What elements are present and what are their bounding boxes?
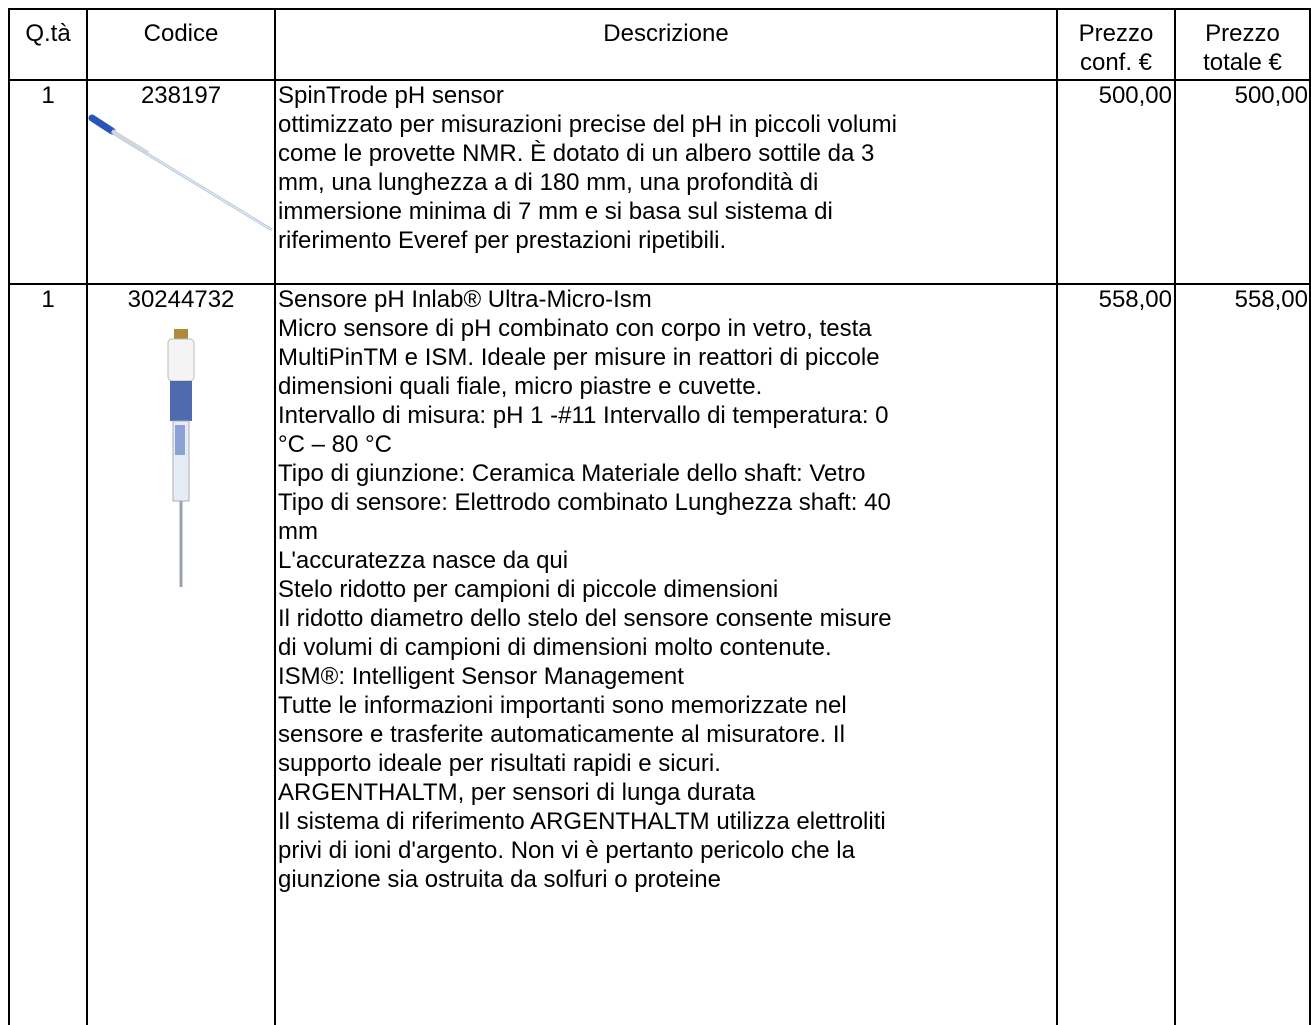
description-line: SpinTrode pH sensor xyxy=(278,82,504,109)
header-cell: Descrizione xyxy=(603,20,729,47)
description-line: ottimizzato per misurazioni precise del … xyxy=(278,111,897,138)
description-line: come le provette NMR. È dotato di un alb… xyxy=(278,140,875,167)
total-price: 558,00 xyxy=(1234,286,1308,313)
description-line: dimensioni quali fiale, micro piastre e … xyxy=(278,373,763,400)
unit-price: 500,00 xyxy=(1098,82,1172,109)
description-line: Tipo di giunzione: Ceramica Materiale de… xyxy=(278,460,866,487)
description-line: di volumi di campioni di dimensioni molt… xyxy=(278,634,832,661)
border xyxy=(8,8,10,1025)
description-line: privi di ioni d'argento. Non vi è pertan… xyxy=(278,837,855,864)
description-line: sensore e trasferite automaticamente al … xyxy=(278,721,845,748)
description-line: °C – 80 °C xyxy=(278,431,392,458)
border xyxy=(8,79,1311,81)
header-cell: conf. € xyxy=(1079,49,1153,76)
description-line: Stelo ridotto per campioni di piccole di… xyxy=(278,576,779,603)
header-cell: Q.tà xyxy=(25,20,71,47)
border xyxy=(1174,8,1176,1025)
description-line: MultiPinTM e ISM. Ideale per misure in r… xyxy=(278,344,880,371)
description-line: Tipo di sensore: Elettrodo combinato Lun… xyxy=(278,489,891,516)
product-image xyxy=(167,329,195,587)
header-cell: Prezzo xyxy=(1205,20,1280,47)
code: 238197 xyxy=(140,82,222,109)
description-line: L'accuratezza nasce da qui xyxy=(278,547,569,574)
code: 30244732 xyxy=(127,286,235,313)
description-line: ISM®: Intelligent Sensor Management xyxy=(278,663,684,690)
border xyxy=(86,8,88,1025)
description-line: ARGENTHALTM, per sensori di lunga durata xyxy=(278,779,756,806)
header-cell: Prezzo xyxy=(1078,20,1154,47)
border xyxy=(1056,8,1058,1025)
description-line: Il sistema di riferimento ARGENTHALTM ut… xyxy=(278,808,886,835)
description-line: riferimento Everef per prestazioni ripet… xyxy=(278,227,727,254)
product-image xyxy=(88,114,273,232)
header-cell: totale € xyxy=(1203,49,1282,76)
border xyxy=(8,8,1311,10)
description-line: Sensore pH Inlab® Ultra-Micro-Ism xyxy=(278,286,652,313)
description-line: giunzione sia ostruita da solfuri o prot… xyxy=(278,866,721,893)
description-line: Micro sensore di pH combinato con corpo … xyxy=(278,315,872,342)
description-line: mm xyxy=(278,518,318,545)
header-cell: Codice xyxy=(143,20,219,47)
qty: 1 xyxy=(41,286,55,313)
unit-price: 558,00 xyxy=(1098,286,1172,313)
total-price: 500,00 xyxy=(1234,82,1308,109)
border xyxy=(8,283,1311,285)
description-line: supporto ideale per risultati rapidi e s… xyxy=(278,750,721,777)
border xyxy=(274,8,276,1025)
description-line: Tutte le informazioni importanti sono me… xyxy=(278,692,847,719)
border xyxy=(1309,8,1311,1025)
description-line: mm, una lunghezza a di 180 mm, una profo… xyxy=(278,169,819,196)
description-line: Il ridotto diametro dello stelo del sens… xyxy=(278,605,892,632)
description-line: Intervallo di misura: pH 1 -#11 Interval… xyxy=(278,402,889,429)
qty: 1 xyxy=(41,82,55,109)
description-line: immersione minima di 7 mm e si basa sul … xyxy=(278,198,833,225)
